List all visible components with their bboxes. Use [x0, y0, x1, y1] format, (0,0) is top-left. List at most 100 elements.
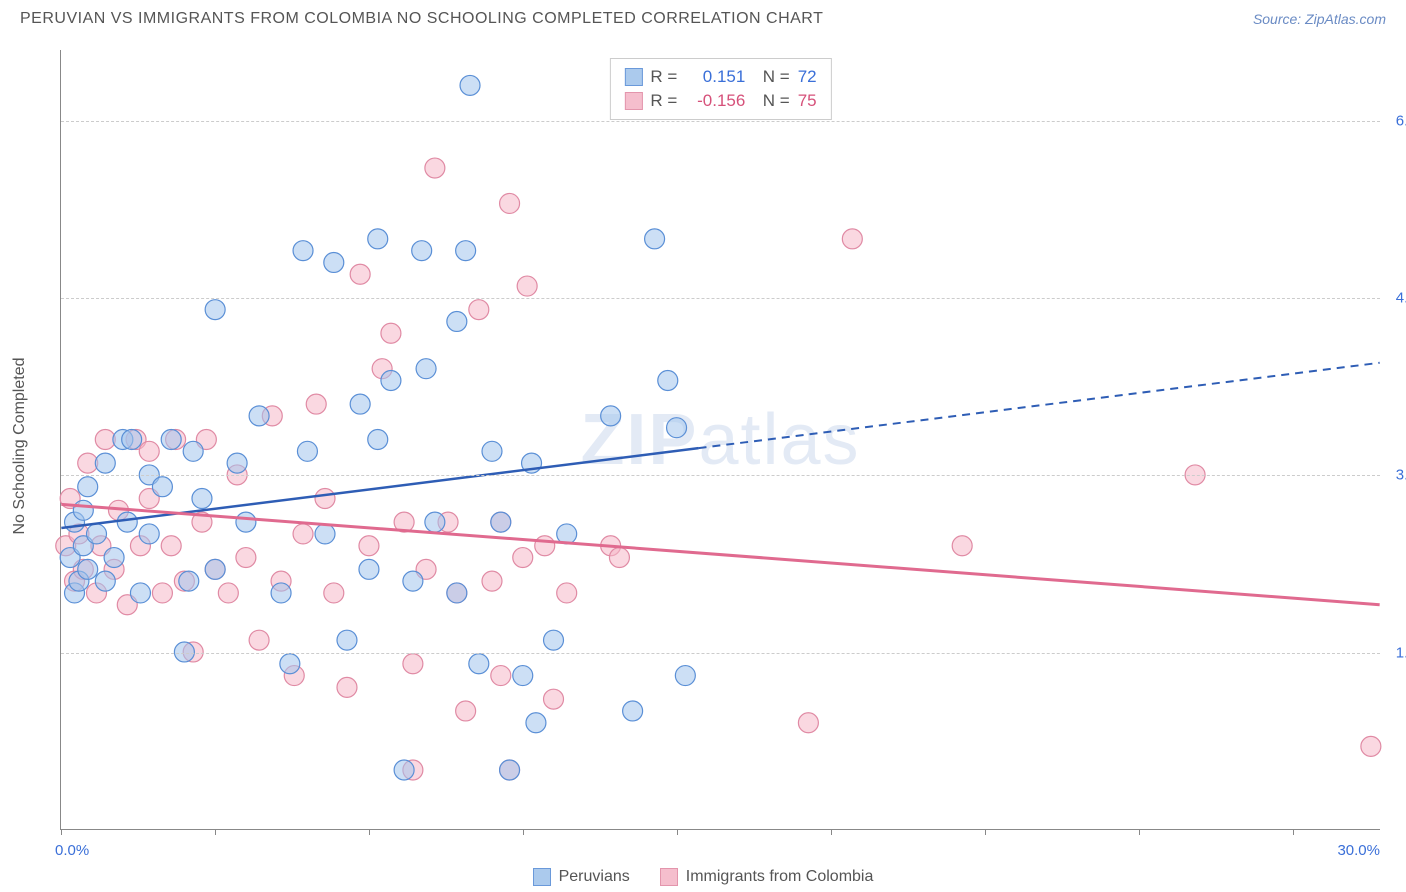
scatter-point	[609, 548, 629, 568]
r-label-b: R =	[650, 91, 677, 111]
scatter-point	[95, 453, 115, 473]
scatter-point	[368, 430, 388, 450]
x-tick	[1293, 829, 1294, 835]
scatter-point	[482, 571, 502, 591]
r-value-a: 0.151	[685, 67, 745, 87]
x-tick	[985, 829, 986, 835]
x-axis-max-label: 30.0%	[1337, 842, 1380, 859]
y-tick-label: 3.0%	[1385, 467, 1406, 484]
scatter-point	[139, 441, 159, 461]
stats-legend-box: R = 0.151 N = 72 R = -0.156 N = 75	[609, 58, 831, 120]
scatter-point	[491, 666, 511, 686]
y-axis-title: No Schooling Completed	[11, 358, 29, 535]
scatter-point	[359, 559, 379, 579]
scatter-point	[87, 524, 107, 544]
scatter-point	[122, 430, 142, 450]
x-tick	[677, 829, 678, 835]
scatter-point	[337, 630, 357, 650]
scatter-point	[359, 536, 379, 556]
legend-item-a: Peruvians	[533, 868, 630, 886]
legend-label-a: Peruvians	[559, 868, 630, 886]
scatter-point	[249, 406, 269, 426]
scatter-point	[368, 229, 388, 249]
scatter-point	[460, 75, 480, 95]
scatter-point	[130, 583, 150, 603]
scatter-point	[315, 524, 335, 544]
scatter-point	[601, 406, 621, 426]
scatter-point	[306, 394, 326, 414]
scatter-point	[456, 241, 476, 261]
scatter-point	[161, 430, 181, 450]
scatter-point	[842, 229, 862, 249]
scatter-point	[117, 512, 137, 532]
x-tick	[369, 829, 370, 835]
scatter-point	[315, 489, 335, 509]
x-tick	[1139, 829, 1140, 835]
scatter-point	[416, 359, 436, 379]
scatter-point	[227, 453, 247, 473]
scatter-point	[381, 323, 401, 343]
scatter-point	[337, 677, 357, 697]
scatter-point	[469, 654, 489, 674]
scatter-point	[205, 300, 225, 320]
scatter-point	[425, 158, 445, 178]
scatter-point	[447, 311, 467, 331]
scatter-point	[95, 571, 115, 591]
scatter-point	[500, 760, 520, 780]
scatter-point	[403, 571, 423, 591]
scatter-point	[469, 300, 489, 320]
r-label-a: R =	[650, 67, 677, 87]
n-label-a: N =	[753, 67, 789, 87]
scatter-point	[482, 441, 502, 461]
legend-label-b: Immigrants from Colombia	[686, 868, 874, 886]
y-tick-label: 6.0%	[1385, 112, 1406, 129]
n-value-b: 75	[798, 91, 817, 111]
scatter-point	[500, 193, 520, 213]
scatter-point	[78, 477, 98, 497]
scatter-point	[152, 583, 172, 603]
stats-row-b: R = -0.156 N = 75	[624, 89, 816, 113]
scatter-point	[952, 536, 972, 556]
scatter-point	[78, 559, 98, 579]
scatter-point	[798, 713, 818, 733]
source-label: Source: ZipAtlas.com	[1253, 11, 1386, 27]
scatter-point	[557, 583, 577, 603]
legend-swatch-b-icon	[660, 868, 678, 886]
gridline	[61, 653, 1380, 654]
scatter-point	[544, 630, 564, 650]
scatter-point	[152, 477, 172, 497]
x-tick	[831, 829, 832, 835]
scatter-point	[535, 536, 555, 556]
scatter-point	[218, 583, 238, 603]
scatter-point	[394, 760, 414, 780]
n-label-b: N =	[753, 91, 789, 111]
scatter-point	[350, 264, 370, 284]
scatter-point	[280, 654, 300, 674]
scatter-point	[456, 701, 476, 721]
trend-line-dashed	[699, 363, 1380, 448]
scatter-point	[658, 370, 678, 390]
x-tick	[523, 829, 524, 835]
scatter-point	[179, 571, 199, 591]
swatch-series-a	[624, 68, 642, 86]
scatter-point	[324, 252, 344, 272]
scatter-point	[425, 512, 445, 532]
scatter-point	[447, 583, 467, 603]
gridline	[61, 298, 1380, 299]
scatter-point	[667, 418, 687, 438]
gridline	[61, 475, 1380, 476]
x-tick	[215, 829, 216, 835]
scatter-svg	[61, 50, 1380, 829]
scatter-point	[183, 441, 203, 461]
y-tick-label: 4.5%	[1385, 290, 1406, 307]
scatter-point	[236, 548, 256, 568]
r-value-b: -0.156	[685, 91, 745, 111]
chart-plot-area: ZIPatlas R = 0.151 N = 72 R = -0.156 N =…	[60, 50, 1380, 830]
scatter-point	[73, 500, 93, 520]
scatter-point	[236, 512, 256, 532]
scatter-point	[544, 689, 564, 709]
scatter-point	[517, 276, 537, 296]
scatter-point	[205, 559, 225, 579]
scatter-point	[249, 630, 269, 650]
n-value-a: 72	[798, 67, 817, 87]
